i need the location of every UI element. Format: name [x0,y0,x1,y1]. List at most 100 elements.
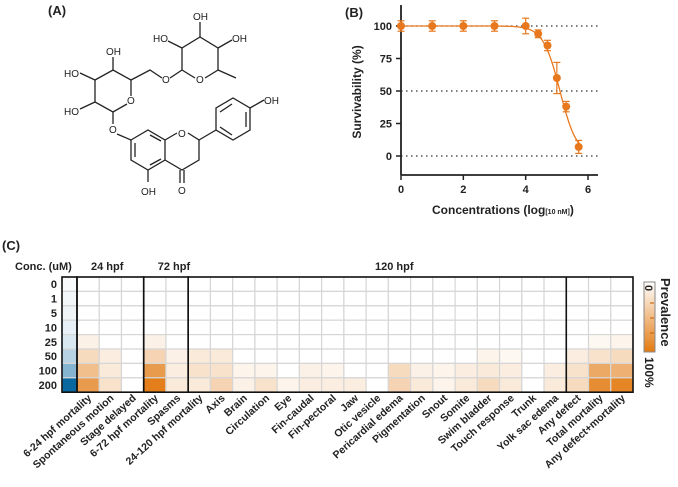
heatmap-cell [476,334,501,350]
heatmap-cell [365,362,389,379]
heatmap-cell [209,319,234,336]
heatmap-cell [387,276,412,292]
heatmap-cell [521,334,545,350]
heatmap-cell [410,276,434,292]
legend-max-label: 100% [642,357,656,388]
heatmap-cell [254,319,278,336]
row-label: 0 [51,279,57,291]
heatmap-cell [476,276,501,292]
heatmap-cell [610,334,634,350]
heatmap-cell [298,377,323,393]
concentration-cell [61,348,78,364]
heatmap-cell [298,319,323,336]
heatmap-cell [98,319,123,336]
x-axis-label-main: Concentrations (log [432,203,545,217]
heatmap-cell [209,290,234,307]
heatmap-cell [298,348,323,364]
y-tick-label: 0 [386,151,392,163]
heatmap-cell [454,319,478,336]
heatmap-cell [410,362,434,379]
heatmap-cell [298,334,323,350]
heatmap-cell [498,348,523,364]
heatmap-cell [587,377,612,393]
heatmap-cell [276,319,301,336]
heatmap-cell [343,305,367,321]
heatmap-cell [254,348,278,364]
heatmap-cell [587,276,612,292]
heatmap-cell [276,290,301,307]
heatmap-cell [454,276,478,292]
heatmap-cell [232,348,256,364]
row-label: 25 [45,337,57,349]
heatmap-cell [587,305,612,321]
heatmap-cell [76,305,100,321]
heatmap-cell [543,362,567,379]
heatmap-cell [321,348,345,364]
heatmap-cell [521,290,545,307]
heatmap-cell [610,377,634,393]
heatmap-cell [232,305,256,321]
heatmap-cell [410,334,434,350]
heatmap-cell [187,276,212,292]
heatmap-cell [98,377,123,393]
legend: 0 100% Prevalence [642,278,673,388]
heatmap-cell [543,319,567,336]
heatmap-cell [298,362,323,379]
heatmap-cell [432,319,456,336]
row-header: Conc. (uM) [15,261,72,273]
group-label: 72 hpf [158,261,191,273]
heatmap-cell [187,362,212,379]
heatmap-cell [98,334,123,350]
heatmap-cell [454,305,478,321]
heatmap-cell [476,348,501,364]
heatmap-cell [498,305,523,321]
heatmap-cell [565,290,590,307]
heatmap-cell [143,290,167,307]
heatmap-cell [232,334,256,350]
heatmap-cell [165,319,189,336]
heatmap-cell [498,319,523,336]
heatmap-cell [521,305,545,321]
heatmap-cell [387,362,412,379]
heatmap-cell [454,290,478,307]
heatmap-cell [98,276,123,292]
heatmap-cell [165,305,189,321]
heatmap-cell [143,276,167,292]
heatmap-cell [610,319,634,336]
heatmap-cell [209,276,234,292]
heatmap-cell [543,377,567,393]
heatmap-cell [276,362,301,379]
heatmap-cell [187,377,212,393]
data-point [459,22,468,30]
heatmap-cell [165,276,189,292]
heatmap-cell [120,348,145,364]
atom-label: HO [64,69,79,80]
heatmap-cell [187,290,212,307]
data-point [428,22,437,30]
heatmap-cell [521,377,545,393]
row-label: 50 [45,351,57,363]
heatmap-cell [454,362,478,379]
x-tick-label: 2 [460,184,466,196]
heatmap-cell [143,362,167,379]
heatmap-cell [610,348,634,364]
atom-label: OH [193,12,208,23]
heatmap-cell [343,276,367,292]
heatmap-cell [565,276,590,292]
heatmap-cell [276,276,301,292]
data-point [574,142,583,151]
heatmap-cell [76,276,100,292]
heatmap-cell [498,290,523,307]
heatmap-cell [232,319,256,336]
atom-label: OH [141,187,156,198]
x-tick-label: 4 [523,184,530,196]
heatmap-cell [120,276,145,292]
heatmap-cell [120,334,145,350]
heatmap-cell [521,319,545,336]
heatmap-cell [610,362,634,379]
heatmap-cell [543,348,567,364]
atom-label: OH [106,47,121,58]
concentration-cell [61,334,78,350]
heatmap-cell [498,377,523,393]
heatmap-cell [143,348,167,364]
